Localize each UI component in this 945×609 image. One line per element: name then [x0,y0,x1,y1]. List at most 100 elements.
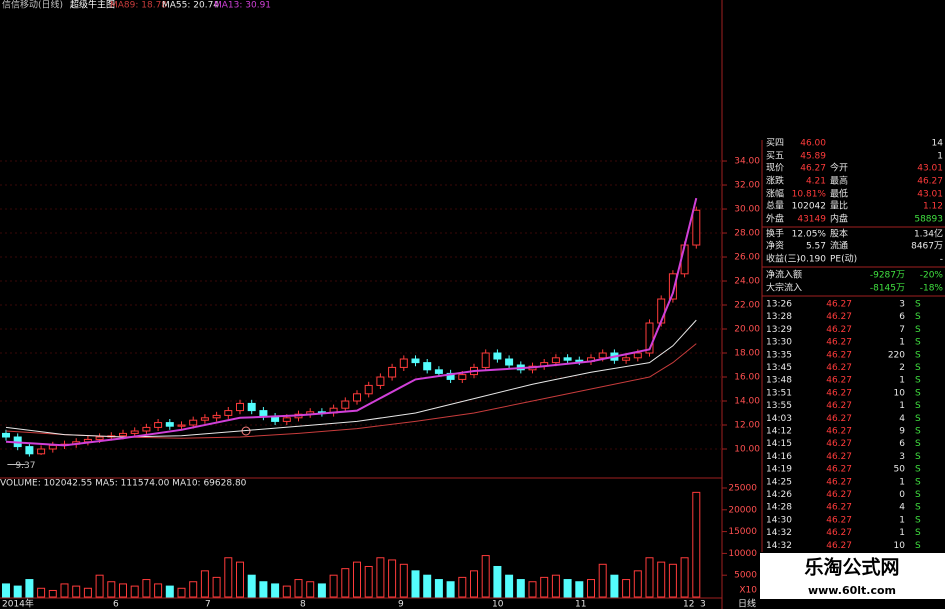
y-tick-label: 26.00 [734,253,760,263]
quote-cell: -18% [920,284,944,294]
quote-cell: 1 [937,152,943,162]
trade-cell: S [915,414,921,424]
quote-cell: 45.89 [800,152,826,162]
candle-body [142,426,151,432]
quote-cell: 43.01 [917,190,943,200]
trade-cell: 46.27 [826,490,852,500]
volume-bar [551,574,560,598]
quote-cell: 大宗流入 [766,282,802,294]
trade-cell: 220 [888,350,905,360]
trade-cell: S [915,363,921,373]
quote-cell: 外盘 [766,213,784,225]
volume-bar [177,587,186,598]
trade-cell: 0 [899,490,905,500]
volume-bar [341,568,350,598]
trade-cell: 46.27 [826,338,852,348]
y-tick-label: 10.00 [734,445,760,455]
trade-cell: 13:45 [766,363,792,373]
candle-body [2,432,10,438]
quote-cell: 涨跌 [766,176,784,187]
quote-cell: 102042 [792,202,826,212]
trade-cell: S [915,541,921,551]
volume-bar [25,579,34,598]
trade-cell: 1 [899,477,905,487]
y-tick-label: 10000 [728,549,757,559]
y-tick-label: 16.00 [734,373,760,383]
quote-cell: 最高 [830,175,848,187]
candle-body [423,362,432,371]
candle-body [119,432,127,437]
candle-body [353,393,361,402]
volume-bar [481,555,490,598]
trade-cell: 46.27 [826,312,852,322]
volume-bar [317,583,326,598]
volume-bar [434,579,443,598]
quote-cell: 43.01 [917,164,943,174]
x-tick-label: 3 [700,600,706,609]
candle-body [376,376,385,386]
trade-cell: S [915,452,921,462]
volume-bar [411,570,420,598]
quote-cell: 46.27 [917,177,943,187]
low-label: 9.37 [15,461,35,471]
volume-bar [200,570,209,598]
quote-cell: -0.190 [797,255,826,265]
volume-bar [399,563,408,598]
y-tick-label: 14.00 [734,397,760,407]
candle-body [388,366,397,378]
trade-cell: 3 [899,452,905,462]
quote-cell: -9287万 [870,271,905,281]
quote-cell: 12.05% [792,230,827,240]
quote-cell: 买四 [766,138,784,149]
trade-cell: 14:28 [766,503,792,513]
trade-cell: 10 [894,388,906,398]
trade-cell: 46.27 [826,541,852,551]
trade-cell: 46.27 [826,427,852,437]
trade-cell: 46.27 [826,325,852,335]
trade-cell: S [915,465,921,475]
quote-cell: 内盘 [830,213,848,225]
trade-cell: 4 [899,414,905,424]
trade-cell: 1 [899,528,905,538]
x-tick-label: 9 [398,600,404,609]
trade-cell: S [915,312,921,322]
trade-cell: 14:12 [766,427,792,437]
trade-cell: S [915,376,921,386]
candle-body [212,414,221,419]
y-tick-label: 20000 [728,505,757,515]
y-tick-label: 20.00 [734,325,760,335]
volume-bar [72,585,81,598]
volume-bar [353,561,361,598]
trade-cell: 46.27 [826,376,852,386]
legend-entry: MA55: 20.74 [162,1,219,11]
trade-cell: 46.27 [826,401,852,411]
trade-cell: 14:26 [766,490,792,500]
trade-cell: 13:35 [766,350,792,360]
trade-cell: 46.27 [826,388,852,398]
quote-cell: 现价 [766,163,784,174]
trade-cell: 14:25 [766,477,792,487]
trade-cell: 1 [899,401,905,411]
volume-bar [388,559,397,598]
quote-cell: 8467万 [911,242,943,252]
volume-bar [224,557,233,598]
quote-cell: 净资 [766,240,784,252]
candle-body [282,417,291,422]
trade-cell: S [915,503,921,513]
x-tick-label: 2014年 [2,598,34,609]
trade-cell: 46.27 [826,414,852,424]
volume-bar [563,579,572,598]
volume-bar [282,585,291,598]
y-tick-label: 28.00 [734,229,760,239]
candle-body [481,352,490,368]
volume-bar [680,557,689,598]
x-tick-label: 10 [492,600,504,609]
volume-bar [446,581,455,598]
candle-body [37,448,46,455]
candle-body [25,446,34,455]
volume-bar [470,570,478,598]
volume-bar [493,565,502,598]
volume-bar [142,579,151,598]
trade-cell: S [915,439,921,449]
candle-body [645,322,654,354]
